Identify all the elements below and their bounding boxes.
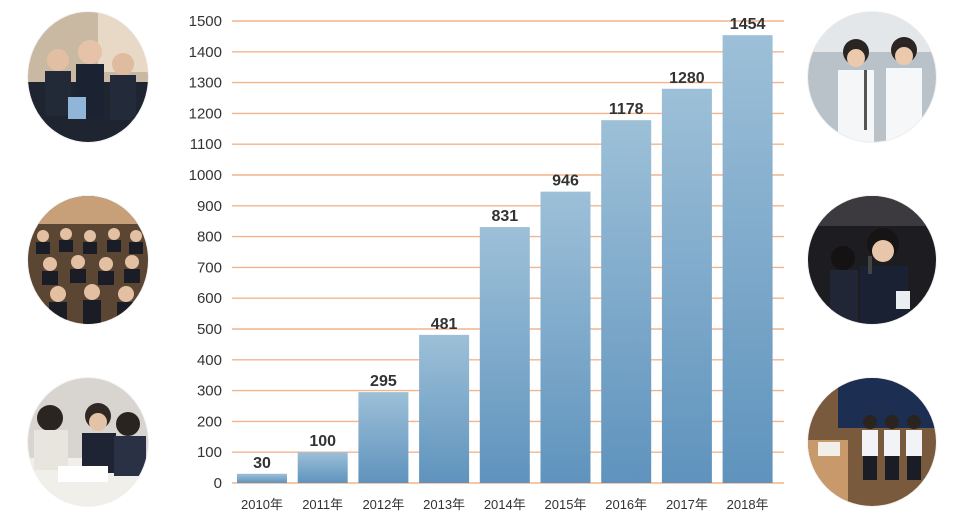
y-tick-label: 600 xyxy=(197,290,222,307)
data-labels: 30 100 295 481 831 946 1178 1280 1454 xyxy=(253,16,765,472)
bar-2016年 xyxy=(601,120,652,484)
data-label: 1280 xyxy=(669,70,705,87)
x-tick-label: 2011年 xyxy=(302,497,343,512)
bar-2015年 xyxy=(540,191,591,483)
x-tick-label: 2017年 xyxy=(666,497,708,512)
y-tick-label: 500 xyxy=(197,321,222,338)
y-tick-label: 1400 xyxy=(189,44,222,61)
x-axis-tick-labels: 2010年 2011年 2012年 2013年 2014年 2015年 2016年 2017年… xyxy=(241,497,769,512)
data-label: 100 xyxy=(309,433,336,450)
bars xyxy=(237,35,773,484)
data-label: 1454 xyxy=(730,16,766,33)
data-label: 831 xyxy=(491,208,518,225)
speaker-with-microphone-photo xyxy=(808,196,936,324)
x-tick-label: 2015年 xyxy=(545,497,587,512)
y-tick-label: 700 xyxy=(197,259,222,276)
data-label: 30 xyxy=(253,455,271,472)
bar-2010年 xyxy=(237,473,287,483)
y-tick-label: 400 xyxy=(197,352,222,369)
x-tick-label: 2010年 xyxy=(241,497,283,512)
x-tick-label: 2016年 xyxy=(605,497,647,512)
y-axis-tick-labels: 0 100 200 300 400 500 600 700 800 900 1000 1100 1200… xyxy=(189,13,222,492)
y-tick-label: 800 xyxy=(197,229,222,246)
y-tick-label: 1100 xyxy=(190,136,222,153)
y-tick-label: 300 xyxy=(197,383,222,400)
bar-2014年 xyxy=(479,227,530,483)
y-tick-label: 200 xyxy=(197,413,222,430)
y-tick-label: 1000 xyxy=(189,167,222,184)
x-tick-label: 2014年 xyxy=(484,497,526,512)
bar-2012年 xyxy=(358,392,409,483)
bar-2018年 xyxy=(722,35,773,483)
y-tick-label: 1500 xyxy=(189,13,222,30)
y-tick-label: 900 xyxy=(197,198,222,215)
y-tick-label: 1200 xyxy=(189,105,222,122)
data-label: 1178 xyxy=(609,101,644,118)
x-tick-label: 2013年 xyxy=(423,497,465,512)
y-tick-label: 1300 xyxy=(189,75,222,92)
data-label: 481 xyxy=(431,316,458,333)
bar-2017年 xyxy=(661,88,712,483)
bar-2011年 xyxy=(297,452,348,483)
y-tick-label: 100 xyxy=(197,444,222,461)
data-label: 946 xyxy=(552,173,579,190)
bar-2013年 xyxy=(419,334,470,483)
x-tick-label: 2018年 xyxy=(727,497,769,512)
data-label: 295 xyxy=(370,373,397,390)
presenters-in-lab-coats-photo xyxy=(808,12,936,142)
x-tick-label: 2012年 xyxy=(362,497,404,512)
y-tick-label: 0 xyxy=(214,475,222,492)
